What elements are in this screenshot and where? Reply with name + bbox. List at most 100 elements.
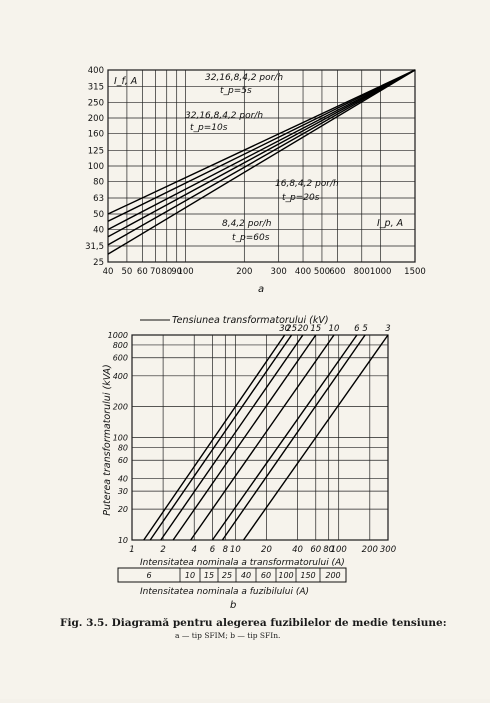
top-tick-label: 30 bbox=[279, 324, 290, 334]
fuse-cell-value: 40 bbox=[241, 571, 251, 580]
x-axis-label-b: Intensitatea nominala a transformatorulu… bbox=[140, 558, 345, 568]
x-tick-label: 1000 bbox=[370, 267, 392, 277]
y-tick-label: 60 bbox=[118, 456, 128, 465]
x-tick-label: 500 bbox=[314, 267, 330, 277]
y-tick-label: 800 bbox=[113, 341, 128, 350]
figure-subcaption: a — tip SFIM; b — tip SFIn. bbox=[175, 631, 281, 640]
y-tick-label: 400 bbox=[88, 66, 104, 76]
y-tick-label: 80 bbox=[93, 177, 104, 187]
annotation-text: 32,16,8,4,2 por/h bbox=[205, 73, 283, 83]
series-line bbox=[107, 69, 416, 255]
y-tick-label: 200 bbox=[113, 403, 128, 412]
y-axis-label-b: Puterea transformatorului (kVA) bbox=[102, 364, 113, 516]
x-tick-label: 10 bbox=[230, 545, 241, 555]
top-tick-label: 10 bbox=[329, 324, 340, 334]
fuse-cell-value: 60 bbox=[261, 571, 271, 580]
x-tick-label: 800 bbox=[354, 267, 370, 277]
x-tick-label: 50 bbox=[121, 267, 132, 277]
series-line bbox=[107, 69, 416, 238]
x-tick-label: 400 bbox=[295, 267, 311, 277]
top-tick-label: 20 bbox=[297, 324, 308, 334]
series-line bbox=[107, 69, 416, 222]
annotation-sub: t_p=20s bbox=[282, 193, 320, 203]
fuse-cell-value: 100 bbox=[278, 571, 293, 580]
series-line bbox=[242, 334, 389, 541]
y-tick-label: 1000 bbox=[108, 331, 128, 340]
x-tick-label: 40 bbox=[103, 267, 114, 277]
annotation-sub: t_p=10s bbox=[190, 123, 228, 133]
y-tick-label: 40 bbox=[93, 225, 104, 235]
x-tick-label: 90 bbox=[171, 267, 182, 277]
top-tick-label: 6 bbox=[354, 324, 360, 334]
series-line bbox=[172, 334, 317, 541]
y-tick-label: 100 bbox=[113, 434, 128, 443]
fuse-cell-value: 6 bbox=[146, 571, 151, 580]
y-tick-label: 50 bbox=[93, 210, 104, 220]
series-line bbox=[107, 69, 416, 215]
figure-caption: Fig. 3.5. Diagramă pentru alegerea fuzib… bbox=[60, 617, 447, 629]
y-tick-label: 160 bbox=[88, 129, 104, 139]
y-tick-label: 600 bbox=[113, 354, 128, 363]
fuse-cell-value: 15 bbox=[204, 571, 214, 580]
series-line bbox=[211, 334, 358, 541]
series-line bbox=[149, 334, 293, 541]
x-tick-label: 80 bbox=[161, 267, 172, 277]
series-line bbox=[160, 334, 304, 541]
y-tick-label: 30 bbox=[118, 487, 128, 496]
y-tick-label: 250 bbox=[88, 99, 104, 109]
x-tick-label: 60 bbox=[137, 267, 148, 277]
y-tick-label: 25 bbox=[93, 258, 104, 268]
top-tick-label: 25 bbox=[286, 324, 297, 334]
y-tick-label: 80 bbox=[118, 443, 128, 452]
top-tick-label: 3 bbox=[385, 324, 390, 334]
x-tick-label: 300 bbox=[380, 545, 396, 555]
fuse-cell-value: 200 bbox=[325, 571, 340, 580]
x-axis-label-a: I_p, A bbox=[377, 218, 403, 229]
x-tick-label: 200 bbox=[362, 545, 378, 555]
y-tick-label: 100 bbox=[88, 162, 104, 172]
x-tick-label: 100 bbox=[331, 545, 347, 555]
y-tick-label: 20 bbox=[118, 505, 128, 514]
x-tick-label: 300 bbox=[271, 267, 287, 277]
fuse-cell-value: 25 bbox=[222, 571, 232, 580]
x-tick-label: 200 bbox=[236, 267, 252, 277]
x-tick-label: 1500 bbox=[404, 267, 426, 277]
y-tick-label: 315 bbox=[88, 83, 104, 93]
x-tick-label: 6 bbox=[210, 545, 216, 555]
top-tick-label: 15 bbox=[310, 324, 321, 334]
annotation-sub: t_p=60s bbox=[232, 233, 270, 243]
annotation-text: 8,4,2 por/h bbox=[222, 219, 272, 229]
fuse-cell-value: 10 bbox=[185, 571, 195, 580]
x-tick-label: 60 bbox=[310, 545, 321, 555]
series-line bbox=[221, 334, 366, 541]
panel-letter-b: b bbox=[230, 600, 236, 611]
x-tick-label: 600 bbox=[329, 267, 345, 277]
y-tick-label: 125 bbox=[88, 147, 104, 157]
y-tick-label: 10 bbox=[118, 536, 128, 545]
x-tick-label: 20 bbox=[261, 545, 272, 555]
y-tick-label: 200 bbox=[88, 114, 104, 124]
series-line bbox=[190, 334, 335, 541]
top-tick-label: 5 bbox=[362, 324, 367, 334]
annotation-text: 16,8,4,2 por/h bbox=[275, 179, 339, 189]
series-line bbox=[107, 69, 416, 246]
y-tick-label: 63 bbox=[93, 194, 104, 204]
x-tick-label: 100 bbox=[177, 267, 193, 277]
x-tick-label: 1 bbox=[129, 545, 134, 555]
y-tick-label: 400 bbox=[113, 372, 128, 381]
series-line bbox=[143, 334, 286, 541]
annotation-sub: t_p=5s bbox=[220, 86, 252, 96]
y-tick-label: 40 bbox=[118, 474, 128, 483]
top-axis-label: Tensiunea transformatorului (kV) bbox=[172, 315, 329, 326]
fuse-cell-value: 150 bbox=[300, 571, 315, 580]
x-tick-label: 4 bbox=[192, 545, 197, 555]
x-tick-label: 80 bbox=[323, 545, 334, 555]
x-tick-label: 8 bbox=[223, 545, 229, 555]
panel-letter-a: a bbox=[258, 284, 264, 295]
fuse-row-label: Intensitatea nominala a fuzibilului (A) bbox=[140, 587, 309, 597]
x-tick-label: 40 bbox=[292, 545, 303, 555]
